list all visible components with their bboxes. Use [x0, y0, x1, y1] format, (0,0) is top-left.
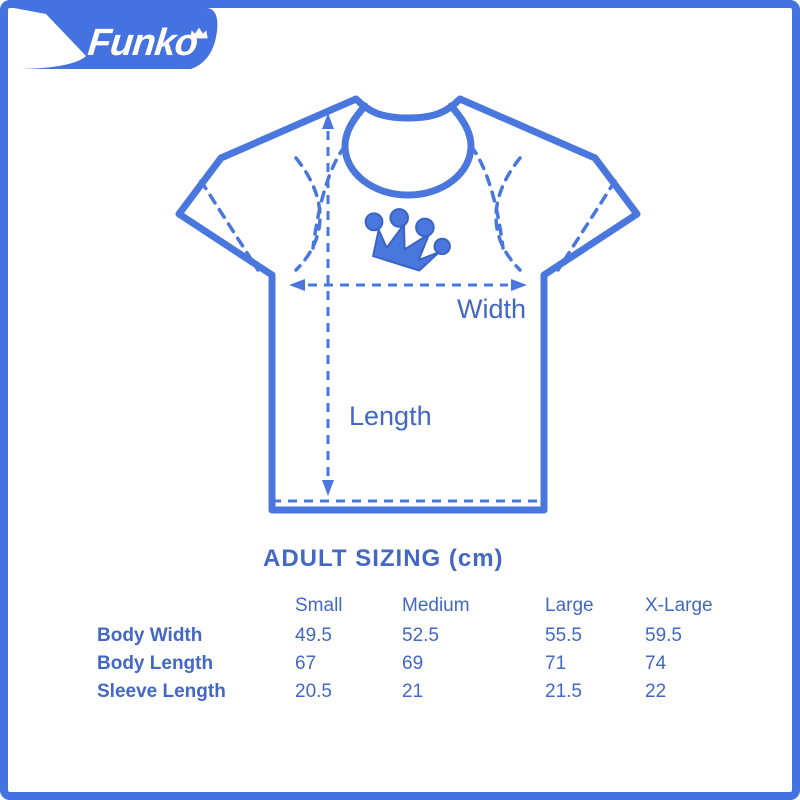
svg-text:52.5: 52.5 — [402, 625, 439, 646]
svg-text:55.5: 55.5 — [545, 625, 582, 646]
svg-text:20.5: 20.5 — [295, 681, 332, 702]
svg-text:Medium: Medium — [402, 595, 470, 616]
svg-text:Length: Length — [349, 401, 432, 431]
svg-text:ADULT SIZING (cm): ADULT SIZING (cm) — [263, 545, 504, 572]
svg-text:67: 67 — [295, 653, 316, 674]
svg-text:Sleeve Length: Sleeve Length — [97, 681, 226, 702]
svg-text:Small: Small — [295, 595, 343, 616]
svg-text:21.5: 21.5 — [545, 681, 582, 702]
svg-text:Large: Large — [545, 595, 594, 616]
svg-text:Body Width: Body Width — [97, 625, 202, 646]
svg-text:21: 21 — [402, 681, 423, 702]
svg-text:74: 74 — [645, 653, 667, 674]
svg-text:X-Large: X-Large — [645, 595, 713, 616]
svg-text:22: 22 — [645, 681, 666, 702]
svg-text:Body Length: Body Length — [97, 653, 213, 674]
svg-text:49.5: 49.5 — [295, 625, 332, 646]
svg-text:Width: Width — [457, 294, 526, 324]
svg-text:59.5: 59.5 — [645, 625, 682, 646]
svg-text:71: 71 — [545, 653, 566, 674]
svg-text:69: 69 — [402, 653, 423, 674]
